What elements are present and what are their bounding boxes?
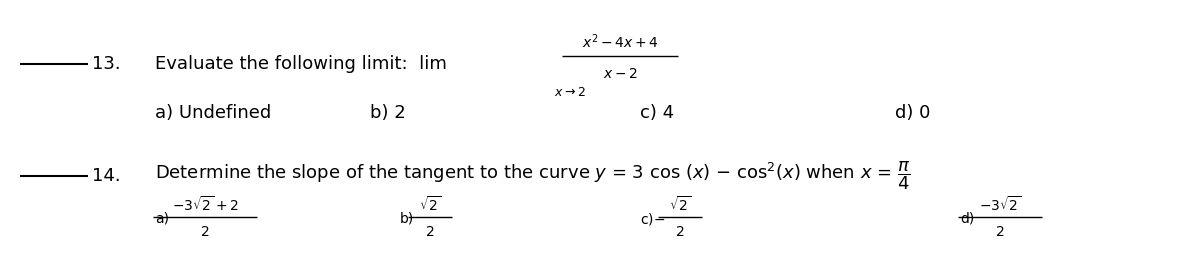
Text: a): a) (155, 212, 169, 226)
Text: $\sqrt{2}$: $\sqrt{2}$ (668, 196, 691, 214)
Text: $-3\sqrt{2}$: $-3\sqrt{2}$ (979, 196, 1021, 214)
Text: d): d) (960, 212, 974, 226)
Text: $2$: $2$ (200, 225, 210, 239)
Text: 13.: 13. (92, 55, 121, 73)
Text: 14.: 14. (92, 167, 121, 185)
Text: b): b) (400, 212, 414, 226)
Text: $2$: $2$ (676, 225, 685, 239)
Text: b) 2: b) 2 (370, 104, 406, 122)
Text: $x^2-4x+4$: $x^2-4x+4$ (582, 33, 659, 51)
Text: $2$: $2$ (995, 225, 1004, 239)
Text: $x\rightarrow 2$: $x\rightarrow 2$ (554, 85, 586, 98)
Text: $2$: $2$ (425, 225, 434, 239)
Text: $-3\sqrt{2}+2$: $-3\sqrt{2}+2$ (172, 196, 239, 214)
Text: c)$-$: c)$-$ (640, 211, 665, 227)
Text: Determine the slope of the tangent to the curve $y$ = 3 $\mathrm{cos}$ $(x)$ $-$: Determine the slope of the tangent to th… (155, 160, 911, 192)
Text: Evaluate the following limit:  lim: Evaluate the following limit: lim (155, 55, 446, 73)
Text: $x-2$: $x-2$ (602, 67, 637, 81)
Text: a) Undefined: a) Undefined (155, 104, 271, 122)
Text: c) 4: c) 4 (640, 104, 674, 122)
Text: d) 0: d) 0 (895, 104, 930, 122)
Text: $\sqrt{2}$: $\sqrt{2}$ (419, 196, 442, 214)
